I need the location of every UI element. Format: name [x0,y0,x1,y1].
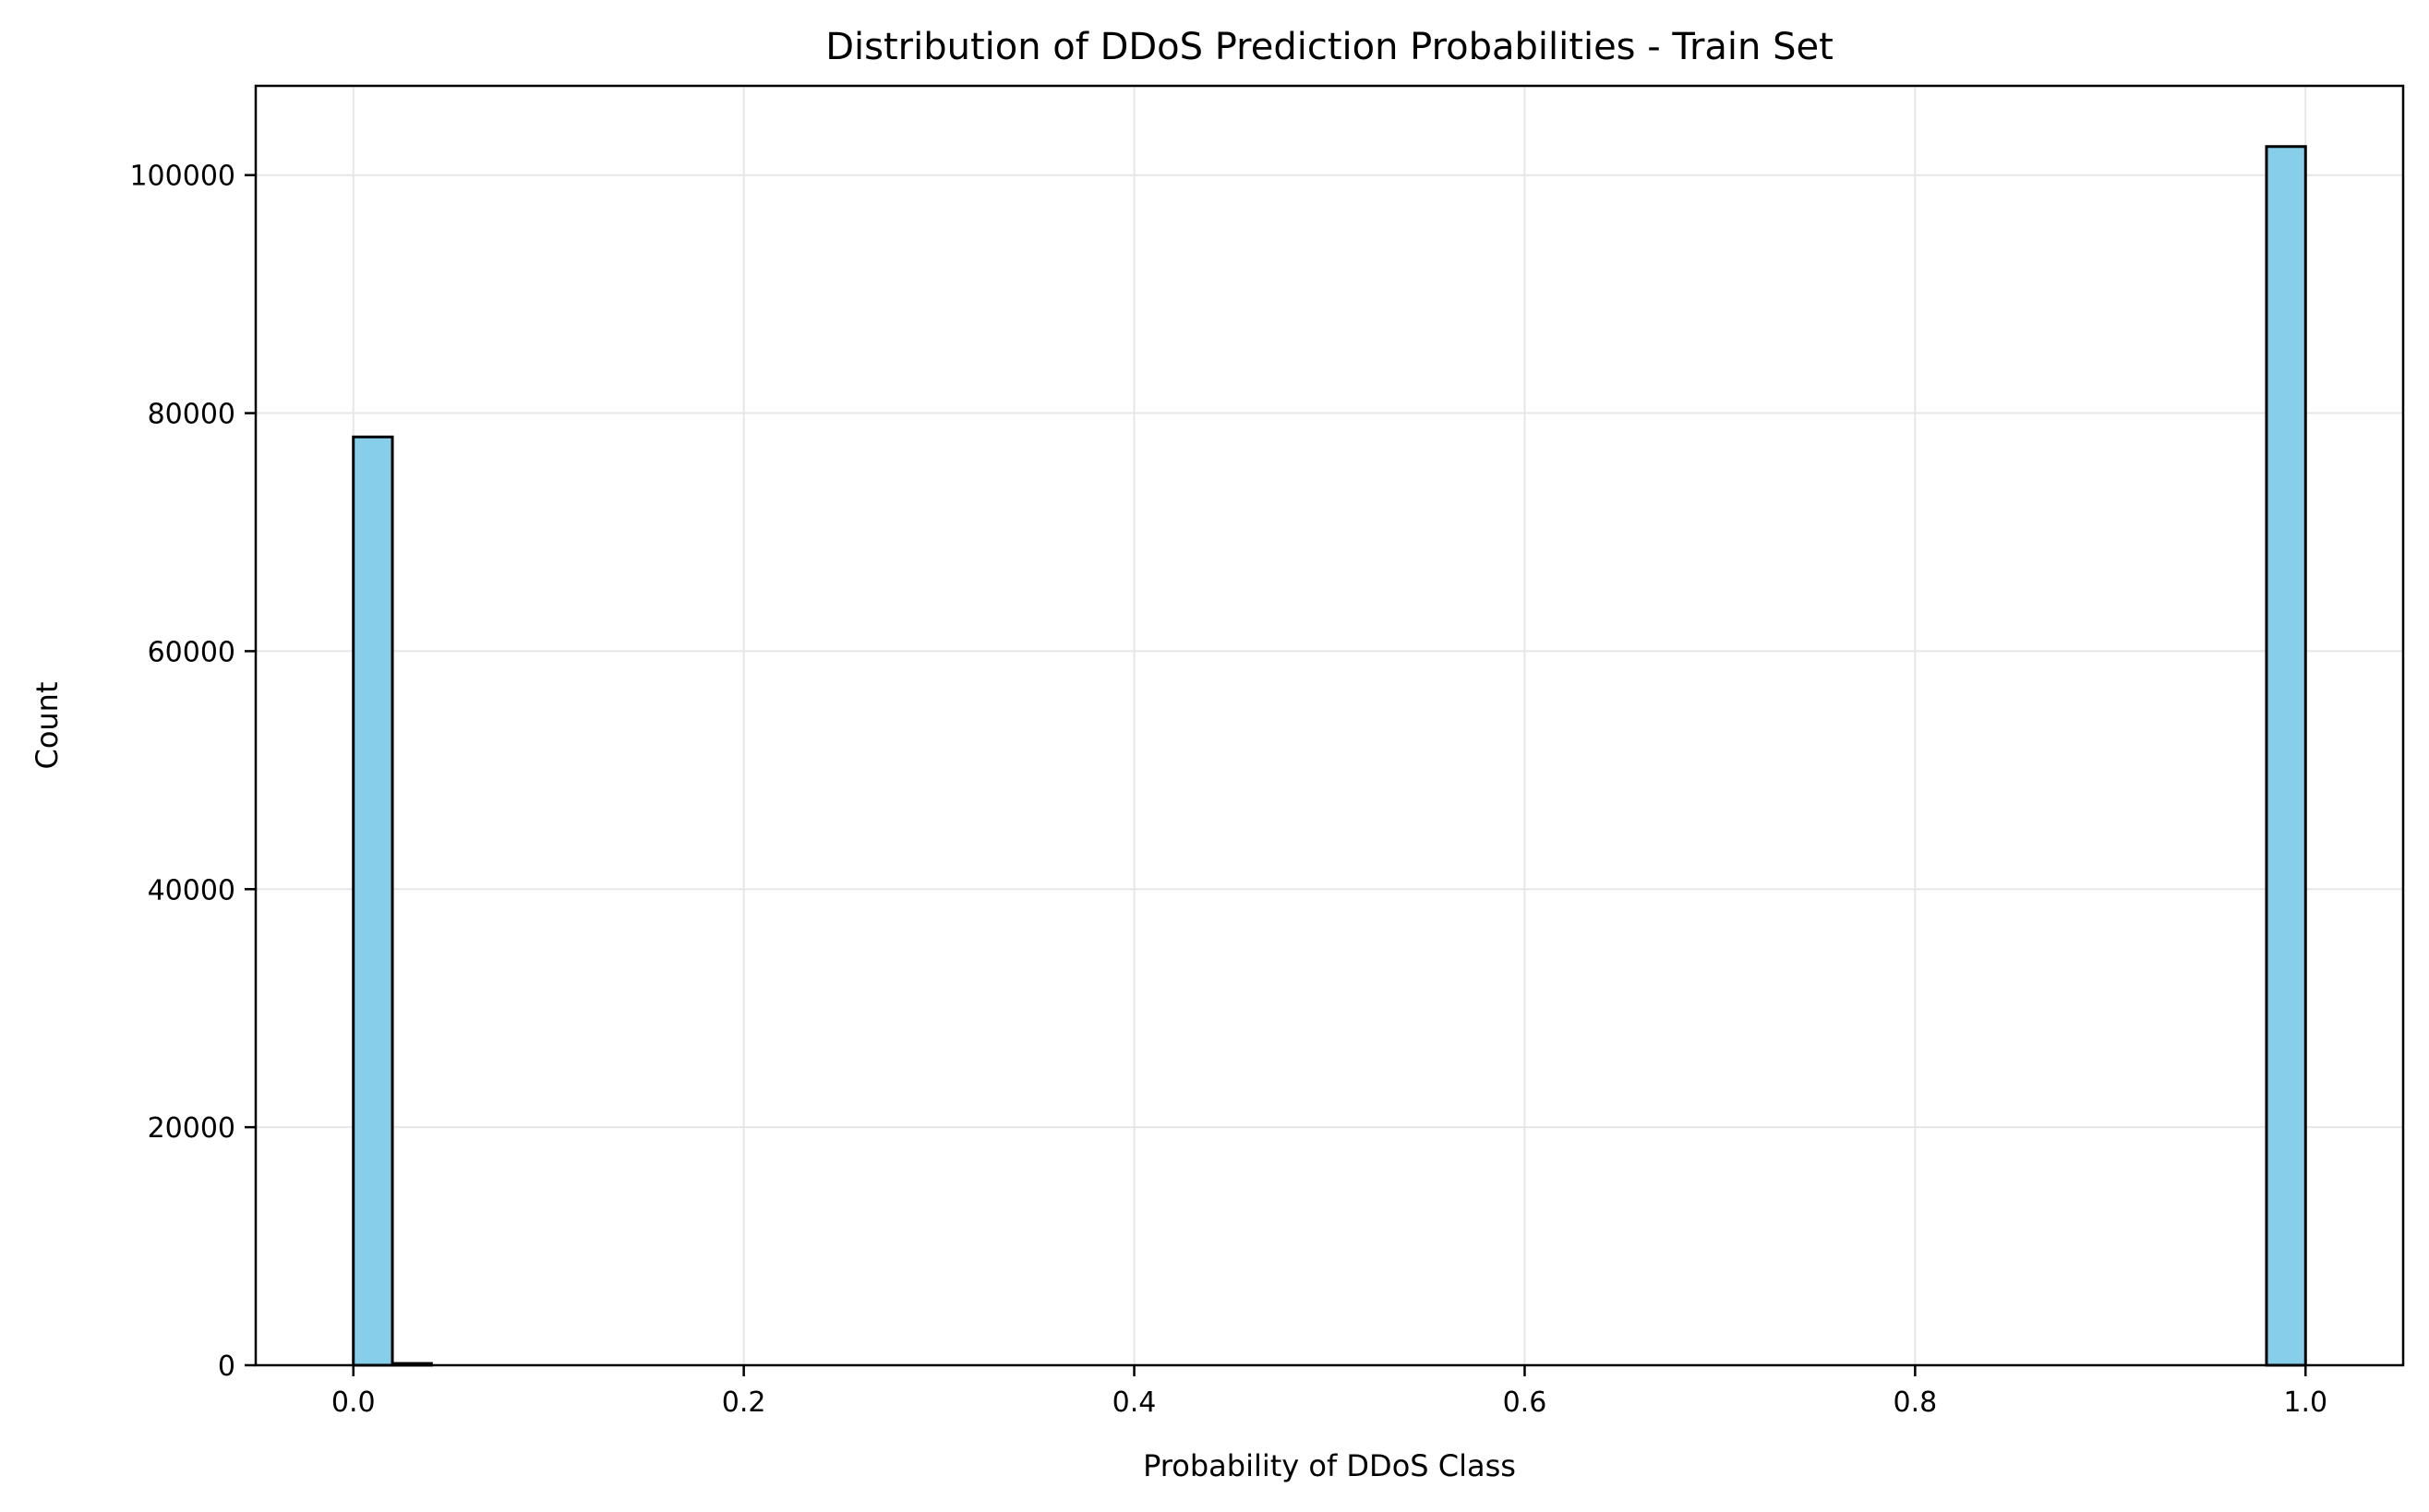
y-tick-label: 100000 [129,161,235,193]
y-tick-label: 40000 [148,874,235,906]
y-axis-ticks: 0 20000 40000 60000 80000 100000 [129,161,256,1383]
y-tick-label: 80000 [148,399,235,431]
chart-title: Distribution of DDoS Prediction Probabil… [825,26,1834,68]
x-tick-label: 0.2 [722,1386,766,1419]
x-tick-label: 0.4 [1112,1386,1157,1419]
y-tick-label: 60000 [148,636,235,668]
y-tick-label: 20000 [148,1112,235,1145]
y-axis-label: Count [30,681,65,769]
x-tick-label: 0.8 [1894,1386,1938,1419]
plot-frame [254,84,2405,1367]
x-tick-label: 1.0 [2283,1386,2327,1419]
grid-layer [256,86,2403,1366]
x-tick-label: 0.0 [331,1386,376,1419]
y-tick-label: 0 [218,1350,235,1383]
x-axis-ticks: 0.0 0.2 0.4 0.6 0.8 1.0 [331,1365,2327,1419]
bars-layer [352,145,2307,1367]
x-tick-label: 0.6 [1503,1386,1547,1419]
x-axis-label: Probability of DDoS Class [1143,1448,1516,1483]
histogram-bar [352,435,394,1367]
histogram-bar [2265,145,2307,1367]
